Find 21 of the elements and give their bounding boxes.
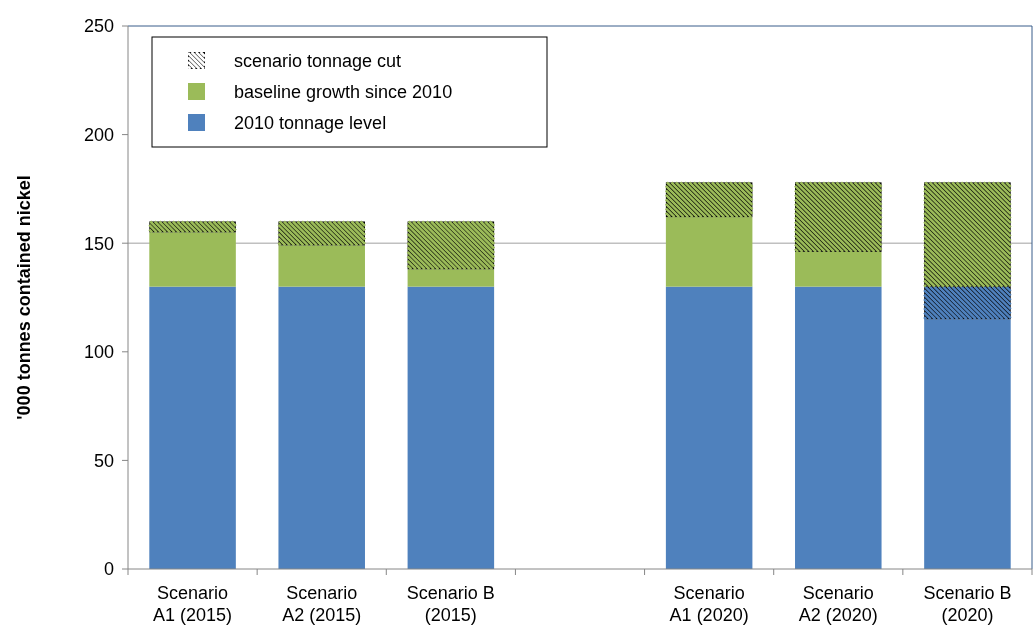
y-tick-label: 50 — [93, 450, 114, 471]
bar — [407, 286, 495, 569]
bar — [278, 286, 365, 569]
y-tick-label: 200 — [83, 124, 114, 145]
y-tick-label: 0 — [103, 559, 114, 580]
x-tick-label: Scenario B (2015) — [406, 583, 495, 625]
legend-label: baseline growth since 2010 — [234, 82, 453, 103]
x-tick-label: Scenario A1 (2015) — [153, 583, 233, 625]
legend-label: 2010 tonnage level — [234, 113, 387, 134]
y-tick-label: 150 — [83, 233, 114, 254]
bar — [795, 286, 882, 569]
x-tick-label: Scenario B (2020) — [923, 583, 1012, 625]
x-tick-label: Scenario A2 (2020) — [798, 583, 878, 625]
y-tick-label: 100 — [83, 342, 114, 363]
legend-label: scenario tonnage cut — [234, 51, 402, 72]
y-axis-title: '000 tonnes contained nickel — [14, 175, 34, 420]
bar — [149, 286, 236, 569]
x-tick-label: Scenario A1 (2020) — [669, 583, 749, 625]
x-tick-label: Scenario A2 (2015) — [282, 583, 362, 625]
bar — [665, 286, 753, 569]
y-tick-label: 250 — [83, 16, 114, 37]
